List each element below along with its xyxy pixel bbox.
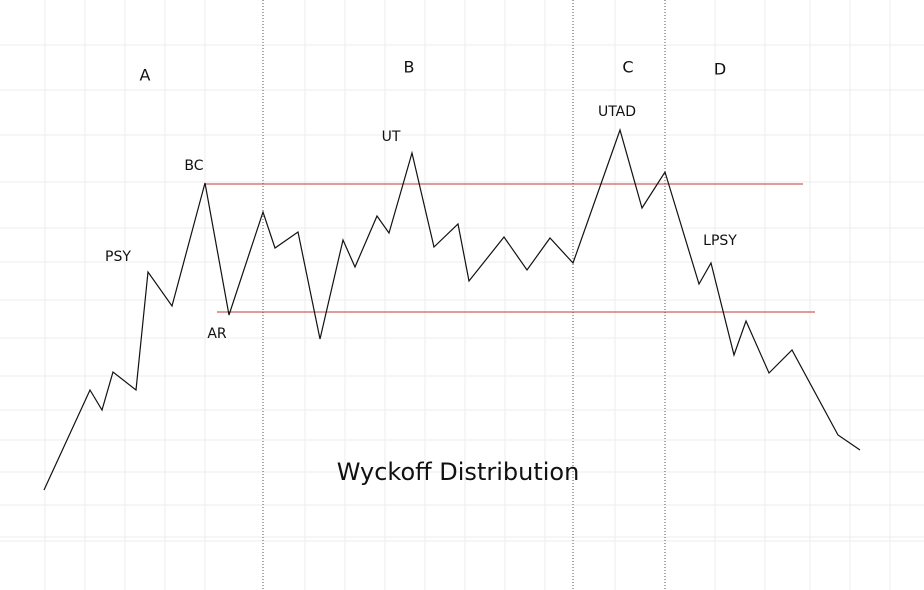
- event-label: AR: [207, 326, 227, 342]
- phase-label: A: [140, 66, 151, 85]
- event-label: UTAD: [598, 104, 636, 120]
- phase-label: B: [404, 58, 415, 77]
- price-path: [43, 128, 861, 491]
- event-label: BC: [184, 158, 203, 174]
- phase-label: D: [714, 60, 726, 79]
- phase-label: C: [622, 58, 633, 77]
- diagram-title: Wyckoff Distribution: [337, 458, 580, 486]
- event-label: UT: [382, 129, 401, 145]
- event-label: LPSY: [703, 233, 737, 249]
- event-label: PSY: [105, 249, 131, 265]
